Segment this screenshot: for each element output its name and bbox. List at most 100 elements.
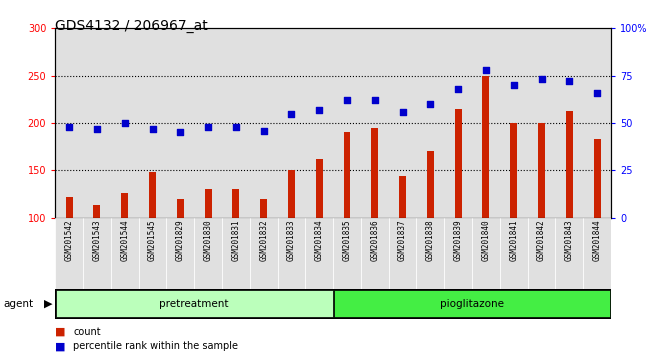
Text: GSM201835: GSM201835 [343, 220, 352, 262]
Bar [445, 28, 472, 218]
Text: GSM201830: GSM201830 [203, 220, 213, 262]
Bar [122, 193, 128, 218]
Text: GSM201831: GSM201831 [231, 220, 240, 262]
Bar [194, 218, 222, 289]
Point [92, 126, 102, 132]
Text: ▶: ▶ [44, 298, 52, 309]
Point [175, 130, 185, 135]
Bar [417, 28, 445, 218]
Text: GSM201840: GSM201840 [482, 220, 491, 262]
Bar [333, 290, 610, 317]
Bar [55, 28, 83, 218]
Bar [94, 205, 100, 218]
Text: pretreatment: pretreatment [159, 298, 229, 309]
Bar [205, 189, 211, 218]
Bar [371, 128, 378, 218]
Bar [222, 28, 250, 218]
Text: GDS4132 / 206967_at: GDS4132 / 206967_at [55, 19, 208, 34]
Point [314, 107, 324, 113]
Text: GSM201543: GSM201543 [92, 220, 101, 262]
Bar [278, 218, 306, 289]
Bar [177, 199, 184, 218]
Point [370, 97, 380, 103]
Bar [278, 28, 306, 218]
Text: GSM201838: GSM201838 [426, 220, 435, 262]
Point [481, 67, 491, 73]
Bar [333, 218, 361, 289]
Point [536, 76, 547, 82]
Bar [166, 28, 194, 218]
Text: GSM201834: GSM201834 [315, 220, 324, 262]
Point [508, 82, 519, 88]
Text: GSM201829: GSM201829 [176, 220, 185, 262]
Bar [83, 218, 111, 289]
Text: ■: ■ [55, 327, 66, 337]
Bar [288, 170, 295, 218]
Bar [528, 218, 556, 289]
Bar [306, 28, 333, 218]
Text: GSM201833: GSM201833 [287, 220, 296, 262]
Bar [194, 28, 222, 218]
Bar [344, 132, 350, 218]
Bar [583, 28, 611, 218]
Bar [149, 172, 156, 218]
Bar [361, 218, 389, 289]
Bar [361, 28, 389, 218]
Bar [260, 199, 267, 218]
Text: GSM201844: GSM201844 [593, 220, 602, 262]
Bar [472, 218, 500, 289]
Point [453, 86, 463, 92]
Bar [233, 189, 239, 218]
Bar [166, 218, 194, 289]
Text: GSM201544: GSM201544 [120, 220, 129, 262]
Point [64, 124, 74, 130]
Bar [555, 218, 583, 289]
Text: GSM201545: GSM201545 [148, 220, 157, 262]
Bar [66, 197, 73, 218]
Text: ■: ■ [55, 341, 66, 351]
Bar [399, 176, 406, 218]
Bar [138, 28, 166, 218]
Text: agent: agent [3, 298, 33, 309]
Text: GSM201841: GSM201841 [509, 220, 518, 262]
Text: GSM201843: GSM201843 [565, 220, 574, 262]
Point [286, 111, 296, 116]
Point [231, 124, 241, 130]
Bar [583, 218, 611, 289]
Bar [445, 218, 472, 289]
Text: pioglitazone: pioglitazone [440, 298, 504, 309]
Bar [593, 139, 601, 218]
Bar [482, 76, 489, 218]
Bar [427, 152, 434, 218]
Text: percentile rank within the sample: percentile rank within the sample [73, 341, 239, 351]
Text: GSM201832: GSM201832 [259, 220, 268, 262]
Bar [111, 28, 138, 218]
Text: GSM201839: GSM201839 [454, 220, 463, 262]
Bar [83, 28, 111, 218]
Bar [566, 111, 573, 218]
Point [120, 120, 130, 126]
Bar [333, 28, 361, 218]
Point [425, 101, 436, 107]
Bar [138, 218, 166, 289]
Bar [528, 28, 556, 218]
Bar [222, 218, 250, 289]
Bar [389, 218, 417, 289]
Bar [316, 159, 322, 218]
Point [592, 90, 603, 96]
Bar [250, 218, 278, 289]
Point [148, 126, 158, 132]
Bar [555, 28, 583, 218]
Bar [500, 28, 528, 218]
Bar [111, 218, 138, 289]
Bar [56, 290, 333, 317]
Point [564, 79, 575, 84]
Bar [472, 28, 500, 218]
Bar [55, 218, 83, 289]
Text: count: count [73, 327, 101, 337]
Bar [417, 218, 445, 289]
Text: GSM201836: GSM201836 [370, 220, 380, 262]
Bar [538, 123, 545, 218]
Point [342, 97, 352, 103]
Bar [389, 28, 417, 218]
